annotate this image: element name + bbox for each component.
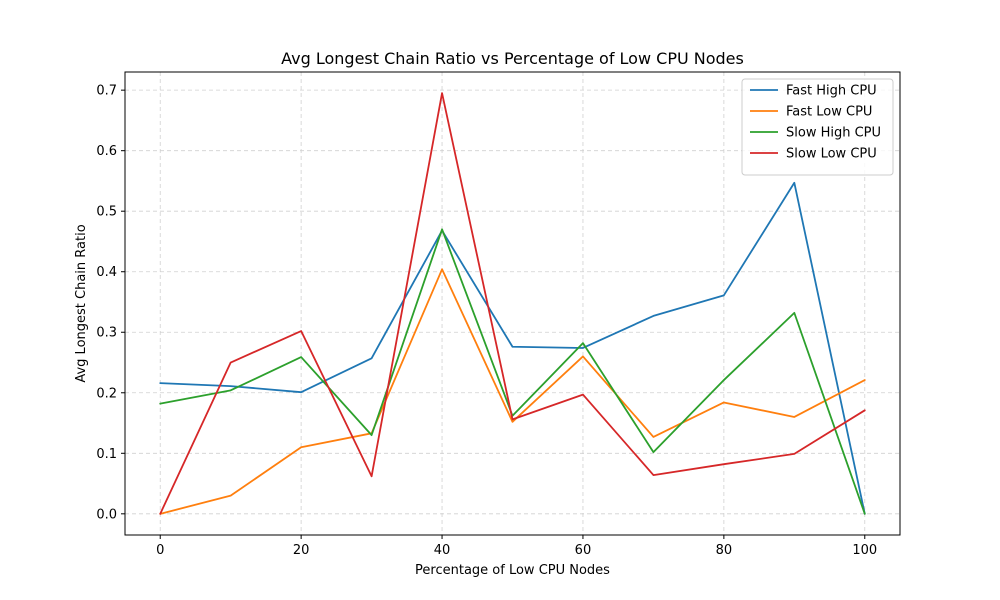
chart-title: Avg Longest Chain Ratio vs Percentage of…: [281, 49, 744, 68]
series-line-slow-low-cpu: [159, 92, 866, 515]
x-axis: 0 20 40 60 80 100: [156, 535, 877, 558]
series-line-fast-high-cpu: [159, 181, 866, 515]
x-tick-label: 80: [716, 543, 733, 558]
plot-area-frame: [124, 71, 901, 536]
y-tick-label: 0.4: [96, 265, 117, 280]
legend: Fast High CPU Fast Low CPU Slow High CPU Sl…: [741, 78, 894, 176]
y-tick-label: 0.7: [96, 84, 117, 99]
y-tick-label: 0.1: [96, 447, 117, 462]
y-tick-label: 0.2: [96, 386, 117, 401]
y-tick-label: 0.5: [96, 205, 117, 220]
y-tick-label: 0.3: [96, 326, 117, 341]
legend-label: Slow Low CPU: [786, 147, 877, 162]
y-tick-label: 0.0: [96, 507, 117, 522]
x-axis-label: Percentage of Low CPU Nodes: [415, 563, 610, 578]
x-tick-label: 40: [434, 543, 451, 558]
legend-box: [741, 78, 894, 176]
series-lines: [159, 92, 866, 515]
y-tick-label: 0.6: [96, 144, 117, 159]
legend-label: Slow High CPU: [786, 126, 881, 141]
y-axis-label: Avg Longest Chain Ratio: [74, 224, 89, 382]
legend-label: Fast High CPU: [786, 84, 877, 99]
x-tick-label: 100: [852, 543, 877, 558]
series-line-fast-low-cpu: [159, 268, 866, 515]
legend-label: Fast Low CPU: [786, 105, 872, 120]
x-tick-label: 20: [293, 543, 310, 558]
y-axis: 0.0 0.1 0.2 0.3 0.4 0.5 0.6 0.7: [96, 84, 125, 522]
x-tick-label: 0: [156, 543, 164, 558]
x-tick-label: 60: [575, 543, 592, 558]
